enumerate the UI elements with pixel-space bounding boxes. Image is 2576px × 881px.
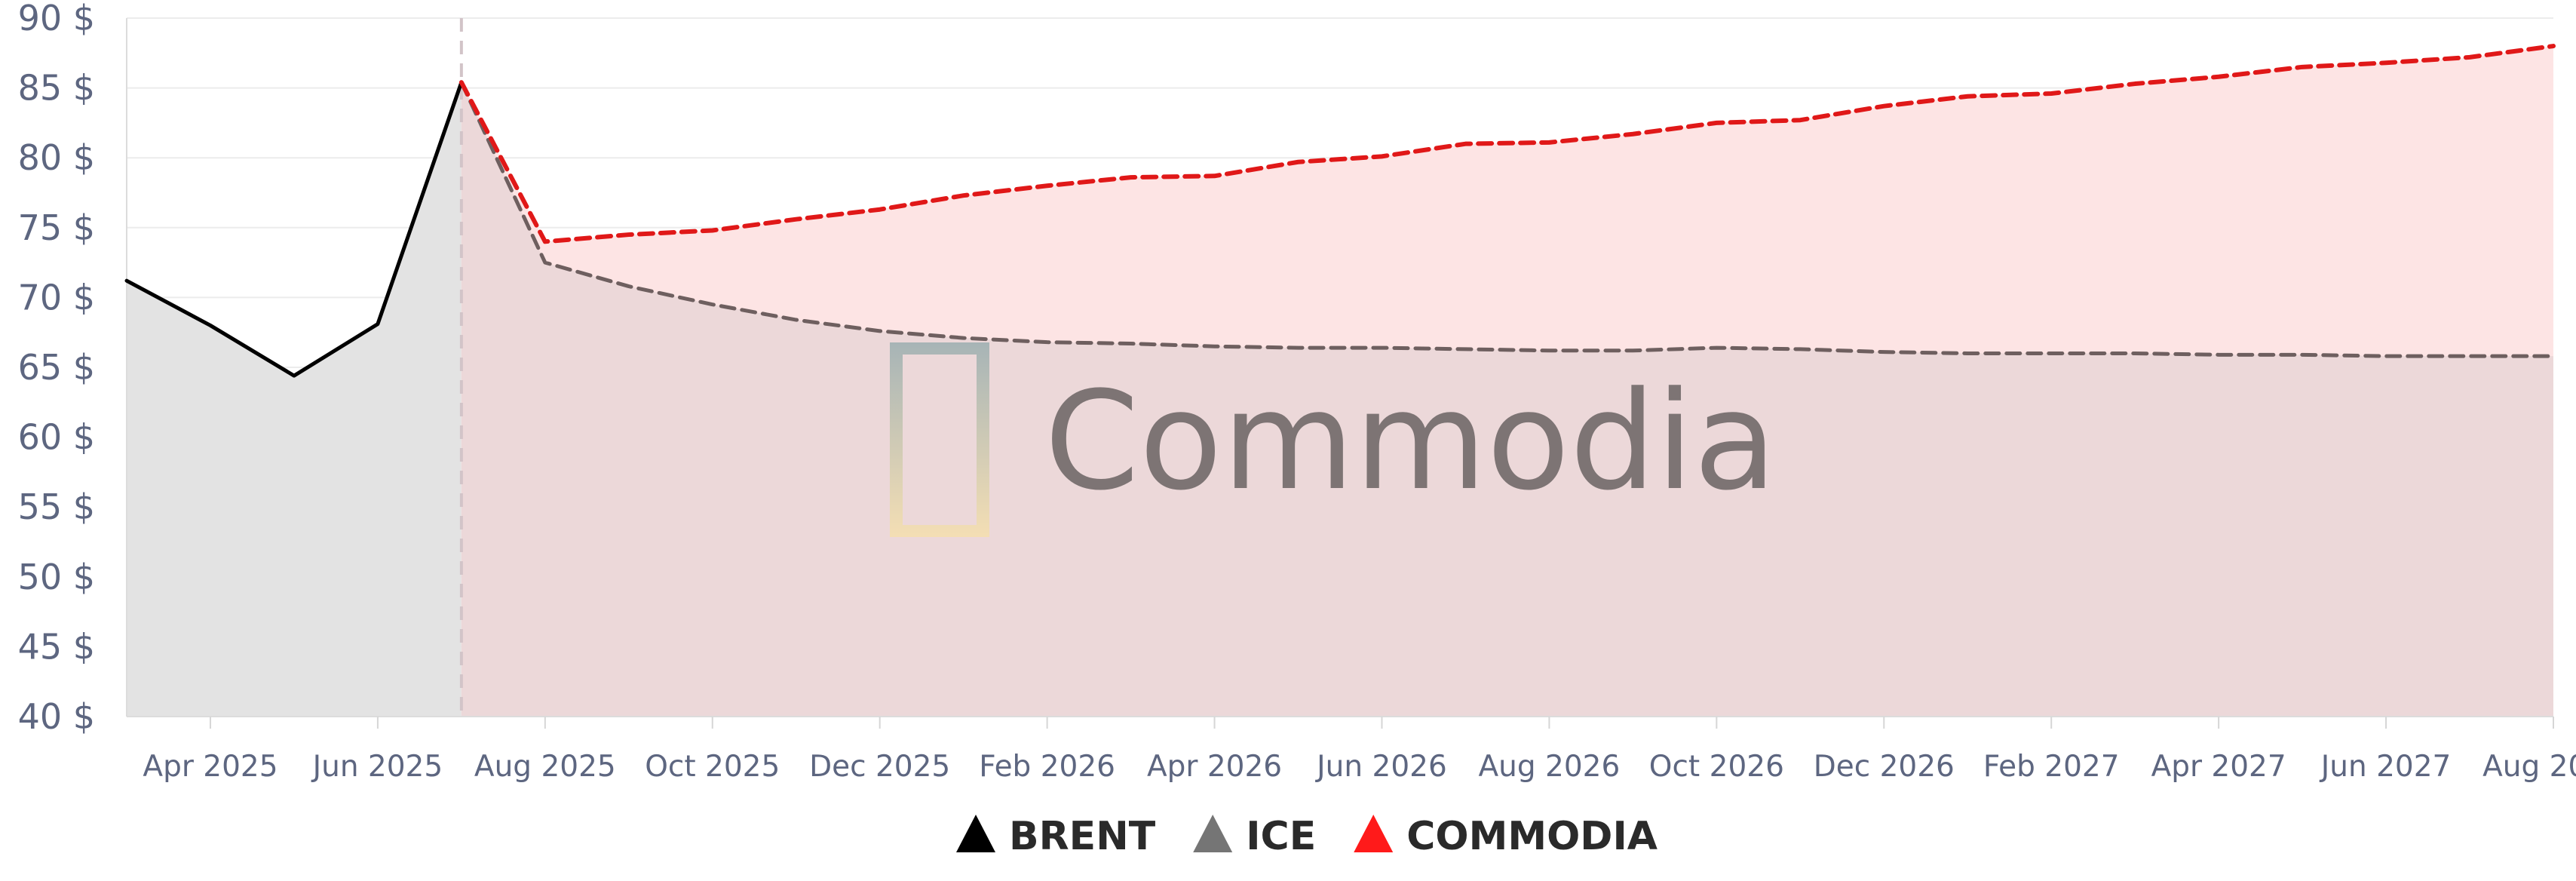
y-tick-label: 85 $ — [18, 68, 95, 109]
legend: BRENT ICE COMMODIA — [956, 814, 1658, 859]
forecast-area-ice — [461, 82, 2553, 717]
y-tick-label: 90 $ — [18, 0, 95, 38]
legend-label-commodia: COMMODIA — [1406, 814, 1658, 859]
y-axis-ticks: 40 $ 45 $ 50 $ 55 $ 60 $ 65 $ 70 $ 75 $ 80 $ 85 $… — [18, 0, 95, 737]
y-tick-label: 45 $ — [18, 626, 95, 667]
series-line-commodia — [458, 44, 2556, 244]
watermark-text: Commodia — [1044, 363, 1777, 520]
x-axis-ticks: Apr 2025 Jun 2025 Aug 2025 Oct 2025 Dec 2025… — [143, 717, 2576, 784]
x-tick-label: Jun 2027 — [2319, 750, 2452, 784]
x-tick-label: Feb 2026 — [979, 750, 1115, 784]
x-tick-label: Jun 2026 — [1314, 750, 1447, 784]
legend-triangle-commodia-icon — [1354, 815, 1394, 852]
x-tick-label: Jun 2025 — [311, 750, 443, 784]
x-tick-label: Apr 2027 — [2151, 750, 2286, 784]
legend-label-ice: ICE — [1246, 814, 1316, 859]
y-tick-label: 70 $ — [18, 277, 95, 318]
y-tick-label: 80 $ — [18, 137, 95, 178]
x-tick-label: Oct 2026 — [1649, 750, 1784, 784]
series-line-ice — [459, 80, 2556, 358]
x-tick-label: Aug 2026 — [1479, 750, 1621, 784]
x-tick-label: Dec 2026 — [1814, 750, 1955, 784]
y-tick-label: 55 $ — [18, 487, 95, 527]
x-tick-label: Aug 2027 — [2482, 750, 2576, 784]
legend-triangle-brent-icon — [956, 815, 995, 852]
axes — [126, 18, 2553, 717]
x-tick-label: Dec 2025 — [809, 750, 950, 784]
legend-triangle-ice-icon — [1193, 815, 1233, 852]
watermark: Commodia — [890, 342, 1777, 537]
bracket-logo-icon — [890, 342, 989, 537]
y-tick-label: 65 $ — [18, 347, 95, 388]
y-tick-label: 40 $ — [18, 696, 95, 737]
x-tick-label: Aug 2025 — [474, 750, 616, 784]
legend-label-brent: BRENT — [1009, 814, 1156, 859]
series-lines — [124, 44, 2556, 378]
y-tick-label: 75 $ — [18, 207, 95, 248]
x-tick-label: Oct 2025 — [645, 750, 780, 784]
history-area — [127, 82, 462, 717]
x-tick-label: Feb 2027 — [1983, 750, 2120, 784]
y-tick-label: 50 $ — [18, 557, 95, 597]
area-fills — [127, 46, 2553, 717]
x-tick-label: Apr 2025 — [143, 750, 278, 784]
series-line-brent — [124, 80, 464, 378]
x-tick-label: Apr 2026 — [1147, 750, 1282, 784]
y-tick-label: 60 $ — [18, 417, 95, 458]
